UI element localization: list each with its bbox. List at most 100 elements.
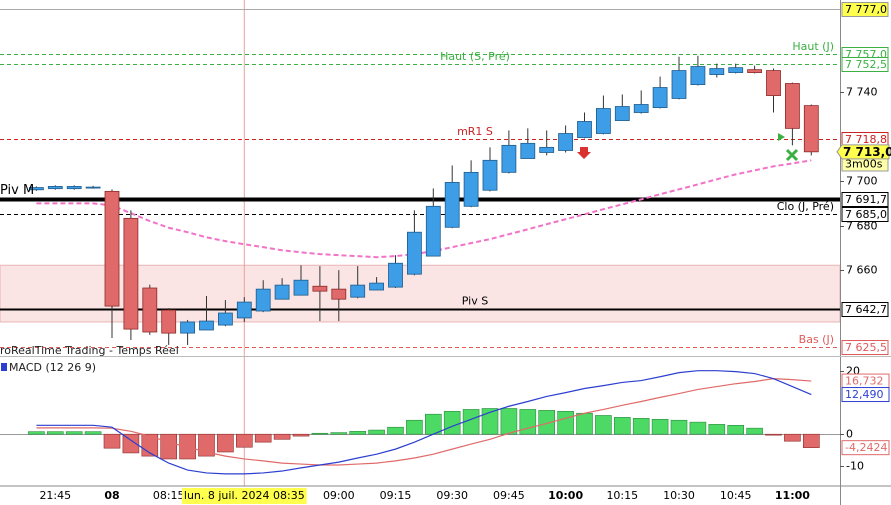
candle-body (47, 186, 63, 190)
level-value-label: 7 752,5 (845, 58, 887, 71)
level-label: Haut (S, Pré) (440, 50, 510, 63)
candle-body (180, 321, 196, 334)
x-tick-label: 10:45 (720, 489, 752, 502)
candle-body (331, 288, 347, 300)
candle-body (425, 205, 441, 257)
level-label: Bas (J) (799, 333, 834, 346)
histogram-bar (613, 417, 631, 435)
histogram-bar (802, 433, 820, 448)
watermark: roRealTime Trading - Temps Réel (0, 344, 179, 357)
level-value-box (841, 340, 889, 355)
zone (0, 264, 841, 323)
candle-body (671, 70, 687, 99)
histogram-bar (103, 433, 121, 449)
candle-body (728, 67, 744, 73)
sell-arrow (577, 147, 591, 159)
candle-body (596, 108, 611, 134)
y-tick-label: 0 (846, 428, 853, 441)
histogram-bar (500, 408, 518, 435)
histogram-bar (727, 425, 745, 435)
macd-value-box (841, 387, 890, 403)
candle-body (350, 284, 366, 298)
moving-average (36, 159, 812, 259)
candle-body (236, 301, 252, 319)
histogram-bar (349, 431, 367, 435)
candle-body (539, 146, 555, 153)
level-value-box (841, 2, 889, 17)
histogram-bar (746, 427, 763, 435)
histogram-bar (160, 433, 177, 460)
x-tick-label: 09:00 (323, 489, 355, 502)
x-tick-label: 09:30 (436, 489, 468, 502)
candle-body (766, 70, 781, 96)
histogram-bar (576, 412, 593, 435)
back-layer (0, 0, 841, 486)
level-value-label: 7 642,7 (845, 303, 887, 316)
candle-body (161, 309, 177, 334)
histogram-bar (217, 433, 234, 453)
histogram-bar (784, 433, 801, 442)
histogram-bar (557, 411, 574, 435)
candle-body (123, 217, 139, 330)
macd-icon (1, 363, 7, 371)
current-price-box (836, 144, 890, 160)
macd-value-label: 12,490 (845, 388, 884, 401)
candle-body (633, 104, 649, 113)
histogram-bar (387, 426, 404, 435)
level-value-box (841, 302, 889, 317)
histogram-bar (330, 432, 348, 435)
candle-body (501, 144, 517, 173)
histogram-bar (236, 433, 253, 448)
histogram-bar (443, 411, 461, 435)
x-tick-label: 09:45 (493, 489, 525, 502)
candle-body (406, 231, 422, 275)
histogram-bar (538, 410, 556, 435)
histogram-bar (651, 418, 669, 435)
level-label: Piv S (462, 295, 488, 308)
signal-value-label: 16,732 (845, 375, 884, 388)
marks-layer (28, 55, 820, 475)
candle-body (709, 68, 725, 75)
current-price-label: 7 713,0 (843, 145, 891, 159)
histogram-bar (765, 433, 782, 436)
candle-body (577, 121, 592, 138)
x-tick-label: 10:30 (663, 489, 695, 502)
signal-cross (785, 148, 799, 162)
level-label: Clo (J, Pré) (777, 200, 834, 213)
histogram-bar (708, 424, 726, 435)
candle-body (652, 87, 668, 109)
level-value-label: 7 777,0 (845, 3, 887, 16)
price-axis-panel (840, 0, 891, 505)
histogram-bar (519, 409, 537, 435)
histogram-bar (632, 418, 650, 435)
candle-body (312, 285, 328, 292)
front-layer: roRealTime Trading - Temps Réel MACD (12… (0, 40, 834, 374)
histogram-value-label: -4,2424 (845, 441, 887, 454)
level-value-label: 7 691,7 (845, 193, 887, 206)
candle-body (520, 142, 536, 159)
candle-body (747, 69, 762, 73)
candle-body (217, 312, 233, 326)
candle-body (104, 190, 120, 307)
histogram-bar (670, 419, 688, 435)
level-label: mR1 S (457, 125, 493, 138)
level-value-label: 7 625,5 (845, 341, 887, 354)
candle-body (388, 262, 403, 288)
histogram-bar (84, 431, 102, 435)
histogram-bar (46, 431, 64, 435)
histogram-bar (406, 419, 423, 435)
candle-body (293, 279, 309, 296)
candle-body (255, 288, 271, 312)
x-tick-label: 08 (104, 489, 119, 502)
histogram-bar (481, 408, 499, 435)
y-tick-label: -10 (846, 460, 864, 473)
candle-body (558, 133, 573, 151)
y-tick-label: 7 740 (846, 86, 878, 99)
candle-body (369, 282, 385, 291)
signal-line (36, 378, 812, 466)
candle-body (66, 186, 82, 190)
histogram-bar (273, 433, 291, 440)
level-value-box (841, 57, 889, 72)
